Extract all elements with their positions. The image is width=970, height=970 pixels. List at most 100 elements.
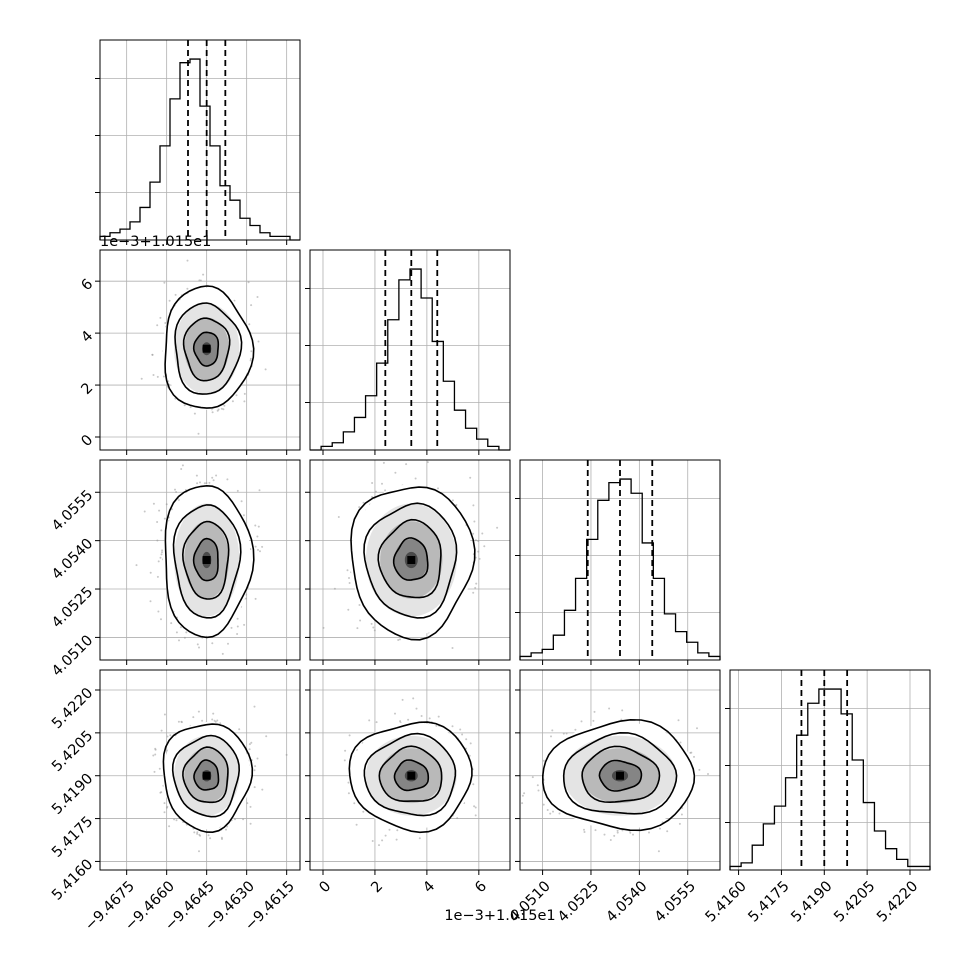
panel-frame — [309, 669, 511, 871]
sample-point — [395, 838, 398, 841]
sample-point — [152, 502, 155, 505]
sample-point — [180, 720, 183, 723]
panel-frame — [99, 669, 301, 871]
panel-frame — [519, 669, 721, 871]
sample-point — [180, 468, 183, 470]
sample-point — [212, 712, 215, 715]
contour-2 — [377, 518, 442, 599]
sample-point — [372, 626, 375, 629]
sample-point — [253, 769, 256, 772]
sample-point — [371, 482, 374, 484]
panel-frame — [729, 669, 931, 871]
sample-point — [583, 831, 586, 833]
sample-point — [156, 521, 159, 523]
sample-point — [472, 504, 475, 507]
y-tick-label: 5.4190 — [49, 771, 96, 818]
sample-point — [418, 837, 421, 840]
sample-point — [209, 837, 212, 840]
sample-point — [437, 487, 439, 490]
density-peak — [202, 771, 211, 780]
sample-point — [238, 728, 241, 731]
sample-point — [195, 474, 198, 477]
sample-point — [381, 482, 383, 485]
sample-point — [253, 786, 256, 789]
sample-point — [481, 532, 484, 535]
sample-point — [235, 394, 238, 397]
sample-point — [140, 377, 143, 380]
sample-point — [261, 545, 264, 548]
sample-point — [152, 754, 155, 757]
x-tick-label: 5.4220 — [874, 878, 921, 925]
sample-point — [243, 400, 246, 403]
sample-point — [583, 828, 585, 831]
panel-frame — [309, 459, 511, 661]
sample-point — [159, 316, 162, 319]
sample-point — [160, 553, 163, 556]
sample-point — [616, 831, 619, 834]
sample-point — [243, 623, 246, 626]
sample-point — [333, 587, 336, 590]
contour-1 — [363, 732, 457, 817]
sample-point — [370, 622, 373, 625]
sample-point — [348, 577, 350, 579]
sample-point — [580, 720, 583, 723]
x-tick-label: 4.0555 — [652, 878, 699, 925]
sample-point — [397, 639, 400, 641]
x-tick-label: 4 — [420, 878, 438, 896]
sample-point — [594, 829, 597, 832]
contour-1 — [363, 502, 458, 619]
sample-point — [249, 805, 252, 808]
sample-point — [243, 392, 246, 395]
sample-point — [221, 838, 223, 840]
histogram-1 — [310, 268, 510, 451]
sample-point — [192, 716, 195, 719]
contour-2 — [581, 745, 661, 804]
sample-point — [248, 748, 251, 751]
sample-point — [254, 597, 257, 600]
histogram-3 — [729, 688, 931, 870]
sample-point — [405, 463, 408, 466]
sample-point — [473, 520, 476, 523]
sample-point — [215, 474, 218, 477]
sample-point — [163, 517, 166, 520]
sample-point — [158, 509, 161, 512]
sample-point — [343, 759, 346, 762]
sample-point — [186, 287, 189, 290]
x-offset-label: 1e−3+1.015e1 — [444, 908, 555, 924]
sample-point — [193, 412, 196, 415]
sample-point — [242, 818, 245, 821]
sample-point — [217, 408, 220, 411]
contour-0 — [164, 484, 255, 639]
sample-point — [196, 482, 199, 485]
sample-point — [193, 831, 196, 834]
sample-point — [163, 713, 166, 716]
sample-point — [245, 597, 247, 600]
sample-point — [221, 652, 224, 655]
panel-frame — [309, 249, 511, 451]
sample-point — [346, 569, 349, 572]
sample-point — [677, 719, 680, 722]
sample-point — [157, 610, 160, 613]
sample-point — [414, 477, 417, 480]
sample-point — [157, 560, 160, 563]
panel-1-1 — [305, 249, 511, 455]
sample-point — [451, 725, 454, 728]
sample-point — [398, 638, 401, 641]
contour-2 — [182, 317, 231, 382]
sample-point — [197, 432, 200, 435]
sample-point — [696, 727, 698, 730]
sample-point — [609, 839, 612, 841]
panel-3-1: 0 2 4 6 1e−3+1.015e1 — [305, 669, 556, 924]
sample-point — [254, 765, 257, 768]
contour-2 — [378, 745, 443, 802]
panel-3-2: 4.0510 4.0525 4.0540 4.0555 — [507, 669, 721, 926]
sample-point — [175, 819, 178, 822]
sample-point — [347, 792, 350, 795]
sample-point — [565, 732, 568, 735]
sample-point — [212, 479, 215, 482]
sample-point — [381, 839, 384, 842]
contour-1 — [562, 731, 678, 815]
sample-point — [236, 625, 239, 628]
